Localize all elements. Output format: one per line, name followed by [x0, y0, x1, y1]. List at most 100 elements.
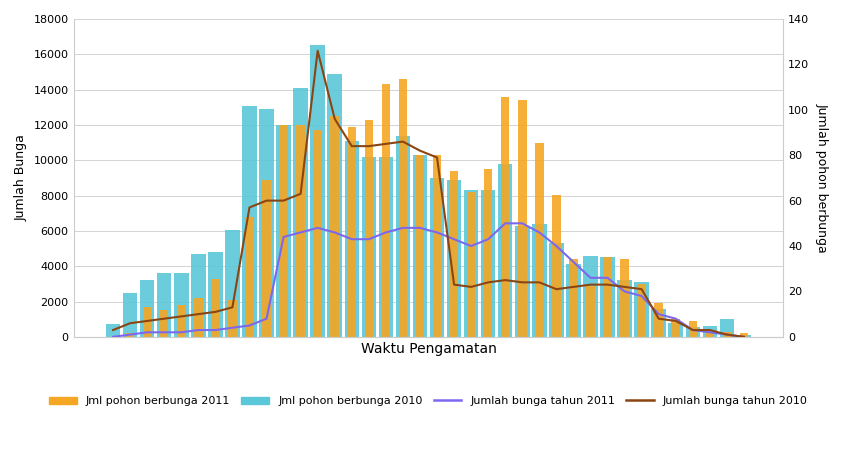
Bar [296, 125, 305, 337]
Jumlah bunga tahun 2010 [688, 327, 698, 333]
Bar [671, 319, 680, 337]
Jumlah bunga tahun 2010 [227, 305, 238, 310]
Bar [177, 305, 186, 337]
Jumlah bunga tahun 2011 [296, 229, 306, 235]
Jumlah bunga tahun 2010 [551, 286, 561, 292]
Jumlah bunga tahun 2010 [705, 327, 715, 333]
Line: Jumlah bunga tahun 2010: Jumlah bunga tahun 2010 [113, 51, 744, 337]
Jumlah bunga tahun 2011 [517, 220, 527, 226]
Jumlah bunga tahun 2010 [364, 143, 374, 149]
Jumlah bunga tahun 2010 [296, 191, 306, 197]
Bar [740, 333, 748, 337]
X-axis label: Waktu Pengamatan: Waktu Pengamatan [360, 342, 497, 357]
Jumlah bunga tahun 2010 [193, 311, 204, 317]
Bar [515, 226, 530, 337]
Y-axis label: Jumlah Bunga: Jumlah Bunga [15, 135, 28, 221]
Bar [382, 84, 390, 337]
Jumlah bunga tahun 2011 [653, 311, 664, 317]
Bar [395, 136, 410, 337]
Bar [211, 278, 220, 337]
Y-axis label: Jumlah pohon berbunga: Jumlah pohon berbunga [816, 103, 829, 253]
Jumlah bunga tahun 2011 [551, 243, 561, 249]
Jumlah bunga tahun 2011 [125, 332, 135, 337]
Bar [191, 254, 205, 337]
Bar [242, 106, 256, 337]
Jumlah bunga tahun 2010 [398, 139, 408, 144]
Jumlah bunga tahun 2010 [449, 282, 459, 288]
Jumlah bunga tahun 2011 [466, 243, 476, 249]
Bar [208, 252, 222, 337]
Bar [194, 298, 203, 337]
Bar [314, 130, 322, 337]
Jumlah bunga tahun 2011 [671, 316, 681, 322]
Bar [262, 179, 271, 337]
Bar [532, 224, 547, 337]
Jumlah bunga tahun 2010 [739, 334, 749, 340]
Bar [160, 310, 169, 337]
Bar [412, 155, 427, 337]
Bar [620, 259, 629, 337]
Bar [484, 169, 492, 337]
Bar [467, 192, 475, 337]
Jumlah bunga tahun 2010 [636, 286, 647, 292]
Jumlah bunga tahun 2010 [381, 141, 391, 147]
Jumlah bunga tahun 2011 [142, 329, 153, 335]
Jumlah bunga tahun 2011 [432, 229, 442, 235]
Jumlah bunga tahun 2011 [176, 329, 187, 335]
Jumlah bunga tahun 2010 [517, 279, 527, 285]
Bar [399, 79, 407, 337]
Jumlah bunga tahun 2010 [466, 284, 476, 290]
Bar [259, 109, 273, 337]
Jumlah bunga tahun 2011 [619, 288, 630, 294]
Bar [361, 157, 376, 337]
Jumlah bunga tahun 2011 [483, 237, 493, 242]
Jumlah bunga tahun 2010 [210, 309, 221, 315]
Jumlah bunga tahun 2011 [415, 225, 425, 231]
Jumlah bunga tahun 2011 [722, 332, 732, 337]
Legend: Jml pohon berbunga 2011, Jml pohon berbunga 2010, Jumlah bunga tahun 2011, Jumla: Jml pohon berbunga 2011, Jml pohon berbu… [45, 392, 812, 411]
Bar [276, 125, 291, 337]
Jumlah bunga tahun 2011 [568, 259, 579, 265]
Jumlah bunga tahun 2010 [585, 282, 596, 288]
Bar [722, 332, 731, 337]
Jumlah bunga tahun 2011 [500, 220, 510, 226]
Jumlah bunga tahun 2010 [176, 314, 187, 319]
Jumlah bunga tahun 2010 [534, 279, 544, 285]
Jumlah bunga tahun 2010 [671, 318, 681, 324]
Jumlah bunga tahun 2010 [568, 284, 579, 290]
Bar [416, 155, 424, 337]
Jumlah bunga tahun 2011 [739, 334, 749, 340]
Bar [143, 307, 152, 337]
Jumlah bunga tahun 2011 [159, 329, 170, 335]
Bar [635, 282, 649, 337]
Jumlah bunga tahun 2011 [705, 329, 715, 335]
Bar [498, 164, 512, 337]
Jumlah bunga tahun 2011 [279, 234, 289, 240]
Jumlah bunga tahun 2011 [313, 225, 323, 231]
Bar [344, 141, 359, 337]
Jumlah bunga tahun 2010 [483, 279, 493, 285]
Jumlah bunga tahun 2011 [347, 237, 357, 242]
Bar [348, 127, 356, 337]
Bar [365, 119, 373, 337]
Line: Jumlah bunga tahun 2011: Jumlah bunga tahun 2011 [113, 223, 744, 337]
Jumlah bunga tahun 2011 [381, 229, 391, 235]
Bar [688, 321, 697, 337]
Bar [228, 300, 237, 337]
Bar [535, 143, 544, 337]
Jumlah bunga tahun 2010 [722, 332, 732, 337]
Jumlah bunga tahun 2010 [108, 327, 118, 333]
Jumlah bunga tahun 2010 [432, 155, 442, 160]
Bar [327, 74, 342, 337]
Bar [481, 190, 495, 337]
Bar [552, 195, 561, 337]
Jumlah bunga tahun 2010 [619, 284, 630, 290]
Jumlah bunga tahun 2011 [398, 225, 408, 231]
Jumlah bunga tahun 2011 [193, 327, 204, 333]
Jumlah bunga tahun 2010 [279, 198, 289, 203]
Jumlah bunga tahun 2011 [602, 275, 613, 281]
Jumlah bunga tahun 2011 [688, 327, 698, 333]
Jumlah bunga tahun 2010 [142, 318, 153, 324]
Jumlah bunga tahun 2010 [313, 48, 323, 54]
Jumlah bunga tahun 2011 [330, 229, 340, 235]
